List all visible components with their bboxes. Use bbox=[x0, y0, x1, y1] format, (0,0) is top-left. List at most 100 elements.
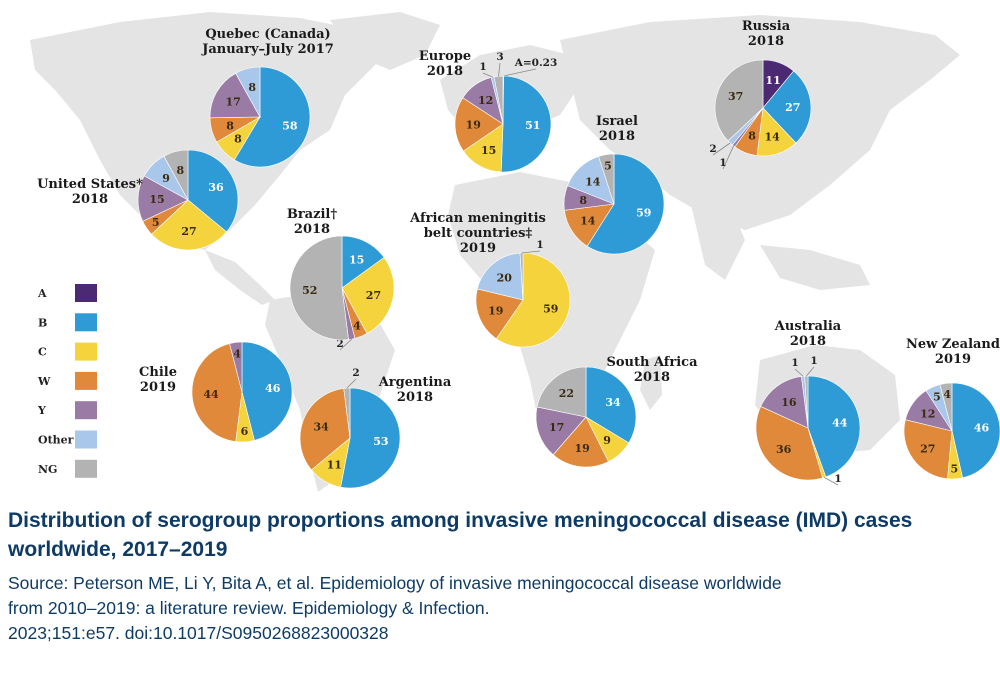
slice-label-quebec-w: 8 bbox=[226, 119, 234, 132]
slice-label-new-zealand-y: 12 bbox=[920, 408, 935, 421]
slice-label-russia-b: 27 bbox=[785, 101, 800, 114]
legend-swatch-other bbox=[75, 430, 97, 449]
leader-line bbox=[346, 378, 357, 389]
pie-title-african-belt: African meningitis bbox=[409, 211, 546, 226]
leader-line bbox=[498, 62, 501, 77]
pie-slice-chile-b bbox=[241, 341, 293, 441]
legend-swatch-ng bbox=[75, 459, 97, 478]
legend-swatch-c bbox=[75, 342, 97, 361]
pie-title-russia: 2018 bbox=[748, 34, 784, 49]
pie-slice-argentina-ng bbox=[343, 387, 351, 439]
pie-title-african-belt: belt countries‡ bbox=[424, 226, 533, 241]
legend-label-b: B bbox=[38, 316, 47, 329]
legend-label-c: C bbox=[38, 346, 47, 359]
slice-label-south-africa-w: 19 bbox=[574, 442, 589, 455]
leader-line bbox=[722, 145, 734, 170]
legend-label-other: Other bbox=[38, 434, 74, 447]
pie-title-argentina: Argentina bbox=[378, 375, 452, 390]
slice-label-united-states-b: 36 bbox=[208, 181, 224, 194]
slice-label-australia-other: 1 bbox=[791, 357, 798, 369]
pie-title-russia: Russia bbox=[742, 19, 791, 34]
slice-label-russia-a: 11 bbox=[765, 74, 780, 87]
slice-label-african-belt-other: 20 bbox=[497, 272, 513, 285]
pie-title-quebec: January–July 2017 bbox=[201, 42, 334, 57]
pie-title-australia: 2018 bbox=[790, 334, 826, 349]
slice-label-united-states-ng: 8 bbox=[176, 164, 184, 177]
pie-slice-african-belt-other bbox=[476, 252, 524, 301]
slice-label-argentina-w: 34 bbox=[314, 421, 330, 434]
slice-label-african-belt-c: 59 bbox=[543, 303, 558, 316]
slice-label-israel-w: 14 bbox=[580, 215, 596, 228]
pie-slice-new-zealand-w bbox=[903, 419, 953, 480]
legend-label-y: Y bbox=[37, 404, 46, 417]
pie-title-argentina: 2018 bbox=[397, 390, 433, 405]
slice-label-russia-ng: 37 bbox=[728, 90, 743, 103]
slice-label-australia-w: 36 bbox=[776, 443, 792, 456]
legend-label-ng: NG bbox=[38, 463, 57, 476]
pie-slice-argentina-b bbox=[340, 387, 401, 489]
source-line: Source: Peterson ME, Li Y, Bita A, et al… bbox=[8, 573, 782, 593]
pie-slice-russia-ng bbox=[714, 59, 764, 142]
slice-label-argentina-ng: 2 bbox=[352, 367, 359, 379]
pie-slice-quebec-y bbox=[209, 72, 261, 119]
slice-label-new-zealand-w: 27 bbox=[920, 442, 935, 455]
pie-title-quebec: Quebec (Canada) bbox=[205, 27, 330, 42]
leader-line bbox=[824, 477, 839, 486]
slice-label-united-states-y: 15 bbox=[149, 193, 164, 206]
slice-label-europe-other: 1 bbox=[479, 61, 486, 73]
slice-label-brazil-ng: 52 bbox=[302, 284, 317, 297]
pie-slice-african-belt-w bbox=[475, 288, 524, 340]
legend-swatch-y bbox=[75, 401, 97, 420]
pie-slice-brazil-ng bbox=[289, 235, 349, 341]
pie-charts: 5 8 8 8 17 8 Quebec (Canada)January–July 2017 3… bbox=[37, 19, 1000, 489]
slice-label-brazil-w: 4 bbox=[353, 320, 361, 333]
pie-title-african-belt: 2019 bbox=[460, 241, 496, 256]
slice-label-south-africa-y: 17 bbox=[549, 421, 564, 434]
source-line: from 2010–2019: a literature review. Epi… bbox=[8, 598, 490, 618]
slice-label-europe-w: 19 bbox=[466, 118, 481, 131]
pie-slice-south-africa-ng bbox=[536, 366, 587, 418]
leader-line bbox=[521, 250, 541, 254]
pie-slice-europe-w bbox=[454, 97, 504, 152]
slice-label-new-zealand-c: 5 bbox=[951, 462, 959, 475]
source-line: 2023;151:e57. doi:10.1017/S0950268823000… bbox=[8, 623, 389, 643]
slice-label-chile-w: 44 bbox=[203, 388, 219, 401]
pie-title-united-states: United States* bbox=[37, 177, 143, 192]
pie-slice-quebec-other bbox=[235, 66, 261, 119]
slice-label-united-states-other: 9 bbox=[162, 172, 170, 185]
pie-slice-south-africa-b bbox=[585, 366, 637, 444]
pie-slice-israel-ng bbox=[598, 153, 615, 205]
slice-label-new-zealand-ng: 4 bbox=[943, 388, 951, 401]
pie-title-new-zealand: 2019 bbox=[935, 352, 971, 367]
legend-swatch-b bbox=[75, 313, 97, 332]
pie-slice-brazil-c bbox=[341, 257, 395, 334]
pie-slice-african-belt-c bbox=[495, 252, 571, 348]
slice-label-europe-b: 51 bbox=[525, 119, 540, 132]
pie-slice-argentina-w bbox=[299, 388, 351, 471]
slice-label-russia-y: 1 bbox=[719, 157, 726, 169]
slice-label-south-africa-ng: 22 bbox=[559, 387, 574, 400]
slice-label-argentina-c: 11 bbox=[327, 459, 342, 472]
pie-title-south-africa: South Africa bbox=[606, 355, 698, 370]
pie-title-south-africa: 2018 bbox=[634, 370, 670, 385]
slice-label-australia-c: 1 bbox=[834, 473, 841, 485]
pie-slice-united-states-c bbox=[151, 199, 227, 251]
legend-label-a: A bbox=[37, 287, 47, 300]
slice-label-israel-y: 8 bbox=[579, 194, 587, 207]
slice-label-united-states-c: 27 bbox=[181, 225, 196, 238]
slice-label-russia-other: 2 bbox=[709, 143, 716, 155]
slice-label-israel-ng: 5 bbox=[604, 159, 612, 172]
slice-label-brazil-y: 2 bbox=[336, 338, 343, 350]
leader-line bbox=[503, 68, 537, 77]
pie-title-chile: 2019 bbox=[140, 380, 176, 395]
pie-title-israel: 2018 bbox=[599, 129, 635, 144]
caption-title: Distribution of serogroup proportions am… bbox=[8, 509, 913, 561]
pie-slice-united-states-b bbox=[187, 149, 239, 233]
slice-label-brazil-b: 15 bbox=[349, 253, 364, 266]
pie-slice-south-africa-w bbox=[552, 416, 609, 468]
slice-label-russia-w: 8 bbox=[748, 130, 756, 143]
